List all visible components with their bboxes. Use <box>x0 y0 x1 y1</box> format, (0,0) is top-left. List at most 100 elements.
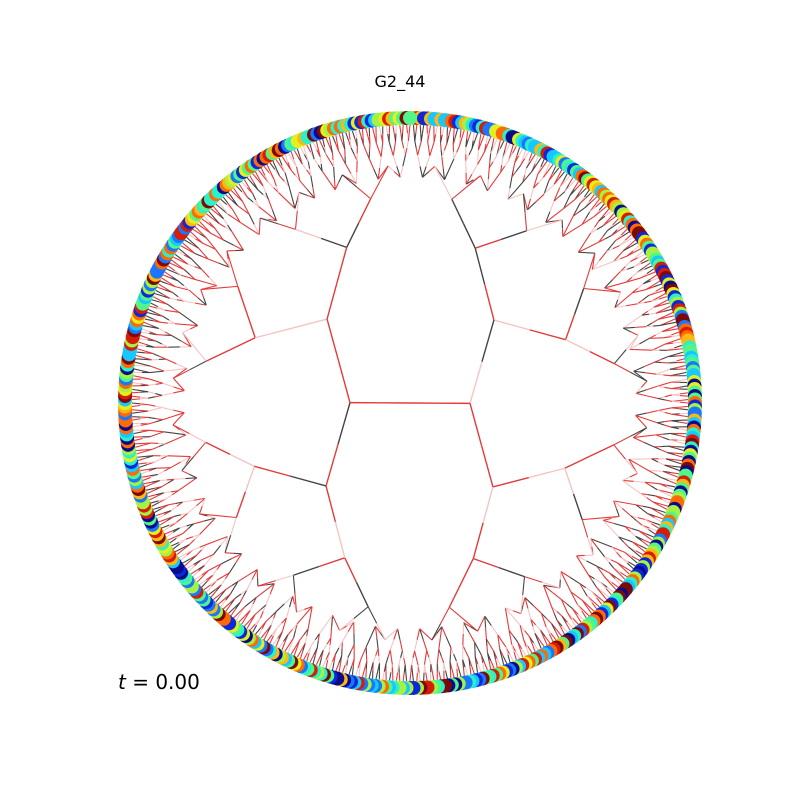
tree-edge <box>275 159 281 167</box>
tree-edge <box>330 144 333 153</box>
tree-edge <box>509 637 513 645</box>
tree-edge <box>484 616 487 628</box>
tree-edge <box>149 473 159 477</box>
tree-edge <box>299 650 304 659</box>
tree-edge <box>475 238 502 249</box>
tree-edge <box>145 315 154 320</box>
tree-edge <box>535 174 539 182</box>
tree-edge <box>576 604 583 612</box>
tree-edge <box>492 476 530 488</box>
tree-edge <box>212 206 219 213</box>
tree-edge <box>633 263 642 268</box>
tree-edge <box>375 670 379 680</box>
tree-edge <box>275 168 280 177</box>
tree-edge <box>634 551 642 558</box>
tree-edge <box>610 583 617 591</box>
tree-edge <box>590 229 598 234</box>
tree-edge <box>198 505 203 515</box>
tree-edge <box>392 125 395 134</box>
tree-edge <box>351 658 355 667</box>
tree-edge <box>149 371 157 374</box>
tree-edge <box>326 283 338 320</box>
tree-edge <box>633 248 642 253</box>
tree-edge <box>602 569 610 574</box>
tree-edge <box>215 595 222 603</box>
tree-edge <box>647 271 656 276</box>
tree-edge <box>602 519 612 530</box>
tree-edge <box>545 180 550 188</box>
tree-edge <box>144 318 153 322</box>
tree-edge <box>290 318 328 330</box>
tree-edge <box>250 597 257 603</box>
tree-edge <box>438 637 441 650</box>
tree-edge <box>268 182 274 188</box>
tree-edge <box>620 255 628 260</box>
tree-edge <box>304 606 313 616</box>
tree-edge <box>260 621 267 629</box>
tree-edge <box>604 210 612 217</box>
tree-edge <box>258 178 264 187</box>
tree-edge <box>625 334 639 350</box>
tree-edge <box>385 125 389 135</box>
tree-edge <box>638 546 646 553</box>
tree-edge <box>213 545 222 555</box>
tree-edge <box>576 203 581 211</box>
tree-edge <box>265 192 269 200</box>
tree-edge <box>204 559 210 566</box>
tree-edge <box>166 515 175 520</box>
tree-edge <box>303 652 308 661</box>
tree-edge <box>205 213 214 220</box>
tree-edge <box>663 305 671 311</box>
tree-edge <box>338 641 343 649</box>
tree-edge <box>507 190 516 200</box>
tree-edge <box>622 476 631 481</box>
tree-edge <box>582 609 590 617</box>
tree-edge <box>633 370 641 377</box>
tree-edge <box>545 211 551 223</box>
tree-edge <box>403 657 406 666</box>
tree-edge <box>498 641 501 650</box>
tree-edge <box>674 348 683 351</box>
tree-edge <box>592 580 597 588</box>
tree-edge <box>221 257 230 268</box>
tree-edge <box>141 370 150 374</box>
tree-edge <box>542 581 561 589</box>
tree-edge <box>138 341 147 346</box>
tree-edge <box>252 193 257 201</box>
tree-edge <box>175 533 184 538</box>
tree-edge <box>246 621 252 629</box>
tree-edge <box>451 198 465 225</box>
tree-edge <box>560 599 565 607</box>
tree-edge <box>623 326 635 329</box>
tree-edge <box>587 216 595 221</box>
tree-edge <box>170 461 181 469</box>
tree-edge <box>295 228 322 240</box>
tree-edge <box>184 560 192 567</box>
tree-edge <box>168 521 177 526</box>
tree-edge <box>324 146 327 155</box>
tree-edge <box>674 454 683 458</box>
tree-edge <box>202 253 209 260</box>
tree-edge <box>286 200 296 209</box>
tree-edge <box>431 623 442 641</box>
tree-edge <box>610 240 616 247</box>
tree-edge <box>251 569 258 580</box>
tree-edge <box>206 237 212 244</box>
tree-edge <box>227 192 234 200</box>
tree-edge <box>670 473 679 478</box>
tree-edge <box>522 638 527 647</box>
tree-edge <box>592 264 604 271</box>
tree-edge <box>629 343 640 350</box>
tree-edge <box>610 559 618 564</box>
tree-edge <box>507 188 511 200</box>
tree-edge <box>224 535 232 554</box>
tree-edge <box>573 181 579 189</box>
tree-edge <box>425 633 433 641</box>
tree-edge <box>483 662 488 671</box>
tree-edge <box>178 248 186 255</box>
tree-edge <box>254 617 261 625</box>
tree-edge <box>275 185 280 193</box>
tree-edge <box>554 207 565 216</box>
tree-edge <box>640 259 649 264</box>
tree-edge <box>249 623 256 631</box>
